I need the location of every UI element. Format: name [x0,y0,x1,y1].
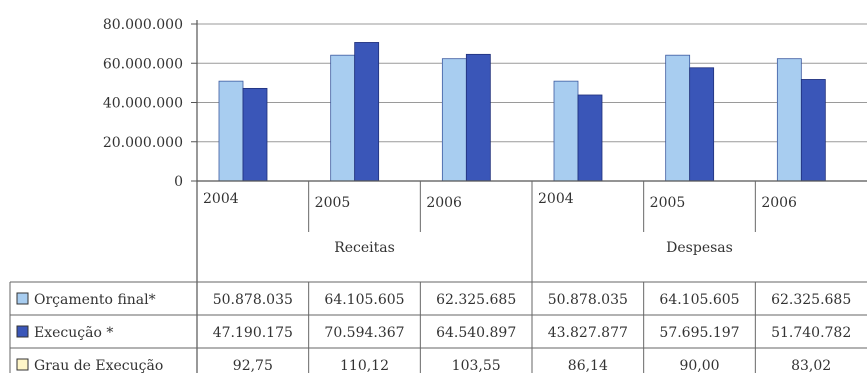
data-label: 110,12 [340,358,389,373]
bar-orcamento [665,54,691,182]
bar-execucao [242,87,268,182]
bar-orcamento [441,58,467,182]
y-tick-label: 40.000.000 [103,96,183,112]
data-label: 64.105.605 [324,292,404,308]
legend-label: Grau de Execução [34,358,163,373]
bar-execucao [354,42,380,182]
data-label: 70.594.367 [324,325,404,341]
bar-orcamento [218,80,244,182]
bar-execucao [577,94,603,182]
x-tick-label: 2004 [538,191,574,207]
data-label: 90,00 [679,358,719,373]
axes [191,20,867,182]
bar-marks [218,42,826,182]
data-label: 64.540.897 [436,325,516,341]
gridlines [197,23,867,143]
legend-label: Orçamento final* [34,292,156,308]
bar-orcamento [776,58,802,182]
y-tick-label: 80.000.000 [103,17,183,33]
x-tick-label: 2006 [761,195,797,211]
x-tick-label: 2006 [426,195,462,211]
data-label: 51.740.782 [771,325,851,341]
data-label: 43.827.877 [548,325,628,341]
data-label: 50.878.035 [548,292,628,308]
bar-execucao [465,53,491,182]
y-tick-labels: 80.000.000 60.000.000 40.000.000 20.000.000… [103,17,183,190]
bar-orcamento [553,80,579,182]
y-tick-label: 0 [174,174,183,190]
data-label: 92,75 [233,358,273,373]
data-label: 86,14 [568,358,608,373]
y-tick-label: 20.000.000 [103,135,183,151]
group-label-receitas: Receitas [334,240,395,256]
bar-orcamento [330,54,356,182]
bar-execucao [689,67,715,182]
x-tick-label: 2005 [650,195,686,211]
data-label: 47.190.175 [213,325,293,341]
bar-execucao [800,79,826,182]
data-label: 83,02 [791,358,831,373]
y-tick-label: 60.000.000 [103,56,183,72]
legend-swatch [16,358,29,371]
data-label: 103,55 [452,358,501,373]
x-tick-label: 2004 [203,191,239,207]
legend-swatch [16,325,29,338]
legend-label: Execução * [34,325,113,341]
data-table: 2004 2005 2006 2004 2005 2006 Receitas Despesas… [9,181,867,373]
data-label: 62.325.685 [771,292,851,308]
x-tick-label: 2005 [315,195,351,211]
group-label-despesas: Despesas [666,240,733,256]
data-label: 64.105.605 [659,292,739,308]
legend-swatch [16,292,29,305]
data-label: 50.878.035 [213,292,293,308]
data-label: 62.325.685 [436,292,516,308]
data-label: 57.695.197 [659,325,739,341]
